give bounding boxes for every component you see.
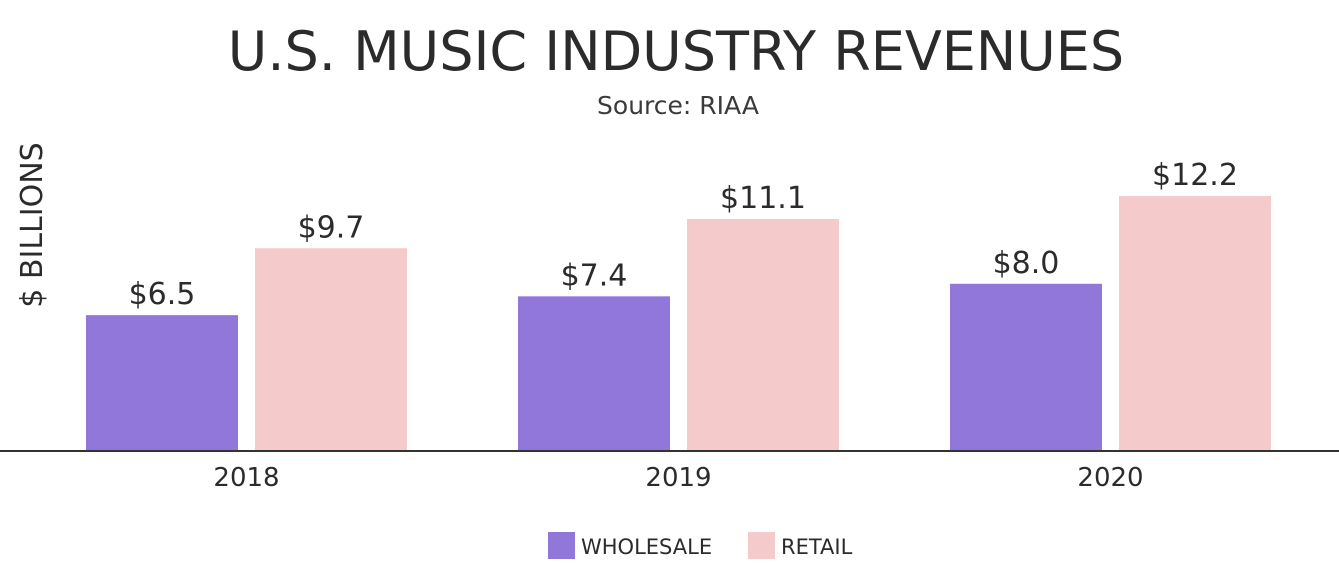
bar-wholesale-2020: [950, 283, 1102, 451]
legend-item-retail: RETAIL: [748, 532, 853, 559]
legend: WHOLESALE RETAIL: [548, 532, 853, 559]
legend-swatch-wholesale: [548, 532, 575, 559]
y-axis-title: $ BILLIONS: [15, 142, 50, 307]
data-label-wholesale-2018: $6.5: [129, 277, 196, 312]
data-label-retail-2019: $11.1: [720, 181, 806, 216]
legend-swatch-retail: [748, 532, 775, 559]
value-labels-layer: $6.5 $9.7 $7.4 $11.1 $8.0 $12.2: [129, 158, 1238, 312]
data-label-wholesale-2020: $8.0: [993, 246, 1060, 281]
x-tick-label-2018: 2018: [213, 463, 279, 493]
bars-layer: [86, 196, 1271, 451]
chart-title: U.S. MUSIC INDUSTRY REVENUES: [228, 20, 1124, 83]
data-label-wholesale-2019: $7.4: [561, 258, 628, 293]
legend-label-wholesale: WHOLESALE: [581, 535, 712, 559]
data-label-retail-2018: $9.7: [298, 210, 365, 245]
x-tick-label-2019: 2019: [645, 463, 711, 493]
bar-retail-2020: [1119, 196, 1271, 451]
x-tick-labels: 2018 2019 2020: [213, 463, 1143, 493]
legend-label-retail: RETAIL: [781, 535, 853, 559]
x-tick-label-2020: 2020: [1077, 463, 1143, 493]
bar-retail-2019: [687, 218, 839, 451]
data-label-retail-2020: $12.2: [1152, 158, 1238, 193]
chart-subtitle: Source: RIAA: [597, 91, 759, 120]
bar-wholesale-2019: [518, 296, 670, 451]
bar-retail-2018: [255, 248, 407, 451]
bar-wholesale-2018: [86, 315, 238, 451]
legend-item-wholesale: WHOLESALE: [548, 532, 712, 559]
